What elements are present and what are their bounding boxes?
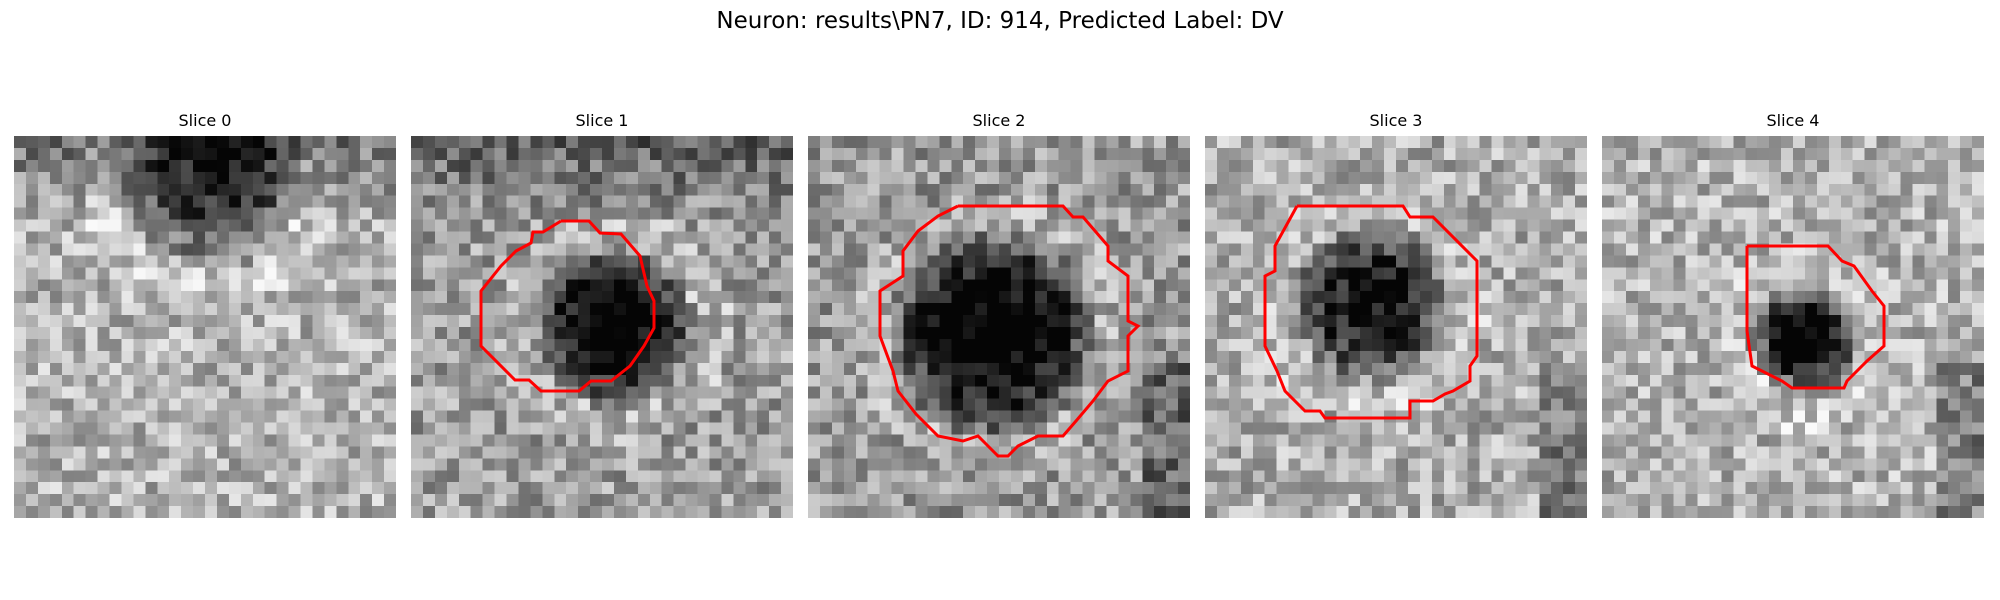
slice-image-frame: [1205, 136, 1587, 518]
slice-title: Slice 0: [178, 111, 232, 130]
slice-panel-2: Slice 2: [808, 108, 1190, 518]
grayscale-slice-image: [1205, 136, 1587, 518]
grayscale-slice-image: [411, 136, 793, 518]
figure-title: Neuron: results\PN7, ID: 914, Predicted …: [716, 8, 1284, 34]
segmentation-contour: [479, 219, 656, 393]
slice-image-frame: [14, 136, 396, 518]
slice-image-frame: [411, 136, 793, 518]
grayscale-slice-image: [1602, 136, 1984, 518]
slice-title: Slice 4: [1766, 111, 1820, 130]
slice-title: Slice 2: [972, 111, 1026, 130]
slice-title: Slice 1: [575, 111, 629, 130]
segmentation-contour: [1263, 204, 1479, 420]
slice-image-frame: [1602, 136, 1984, 518]
slice-panel-3: Slice 3: [1205, 108, 1587, 518]
slice-title: Slice 3: [1369, 111, 1423, 130]
grayscale-slice-image: [14, 136, 396, 518]
slice-panel-0: Slice 0: [14, 108, 396, 518]
segmentation-contour: [1745, 244, 1886, 390]
slice-image-frame: [808, 136, 1190, 518]
slice-panel-4: Slice 4: [1602, 108, 1984, 518]
segmentation-contour: [878, 204, 1141, 458]
slice-panel-1: Slice 1: [411, 108, 793, 518]
grayscale-slice-image: [808, 136, 1190, 518]
